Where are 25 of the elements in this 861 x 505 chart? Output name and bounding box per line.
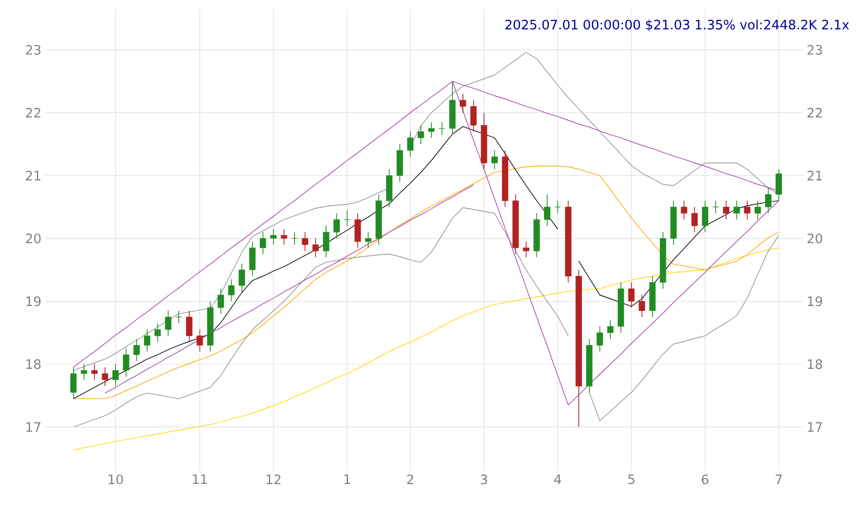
x-tick-label: 6: [702, 474, 708, 484]
x-tick-label: 7: [776, 474, 782, 484]
x-tick-label: 2: [407, 474, 414, 484]
x-tick-label: 3: [480, 474, 488, 484]
x-tick-label: 1: [344, 474, 350, 484]
y2-tick-label: 19: [808, 296, 822, 306]
y-tick-label: 18: [26, 359, 41, 370]
y-tick-label: 20: [26, 234, 41, 244]
text: 2025.07.01 00:00:00 $21.03 1.35% vol:2448.2K 2.1x: [505, 20, 849, 32]
y-tick-label: 22: [26, 108, 40, 118]
y-tick-label: 23: [26, 44, 40, 55]
y2-tick-label: 20: [807, 234, 822, 244]
y2-tick-label: 22: [807, 108, 822, 118]
x-tick-label: 5: [628, 474, 634, 484]
x-tick-label: 11: [192, 474, 207, 484]
y-tick-label: 17: [26, 422, 40, 432]
y2-tick-label: 23: [807, 44, 822, 55]
x-tick-label: 4: [554, 474, 562, 484]
y2-tick-label: 21: [807, 170, 822, 180]
x-tick-label: 10: [108, 474, 123, 484]
x-tick-label: 12: [266, 474, 280, 484]
y-tick-label: 21: [26, 170, 40, 180]
y-tick-label: 19: [26, 296, 41, 306]
y2-tick-label: 18: [808, 359, 822, 370]
y2-tick-label: 17: [808, 422, 822, 432]
